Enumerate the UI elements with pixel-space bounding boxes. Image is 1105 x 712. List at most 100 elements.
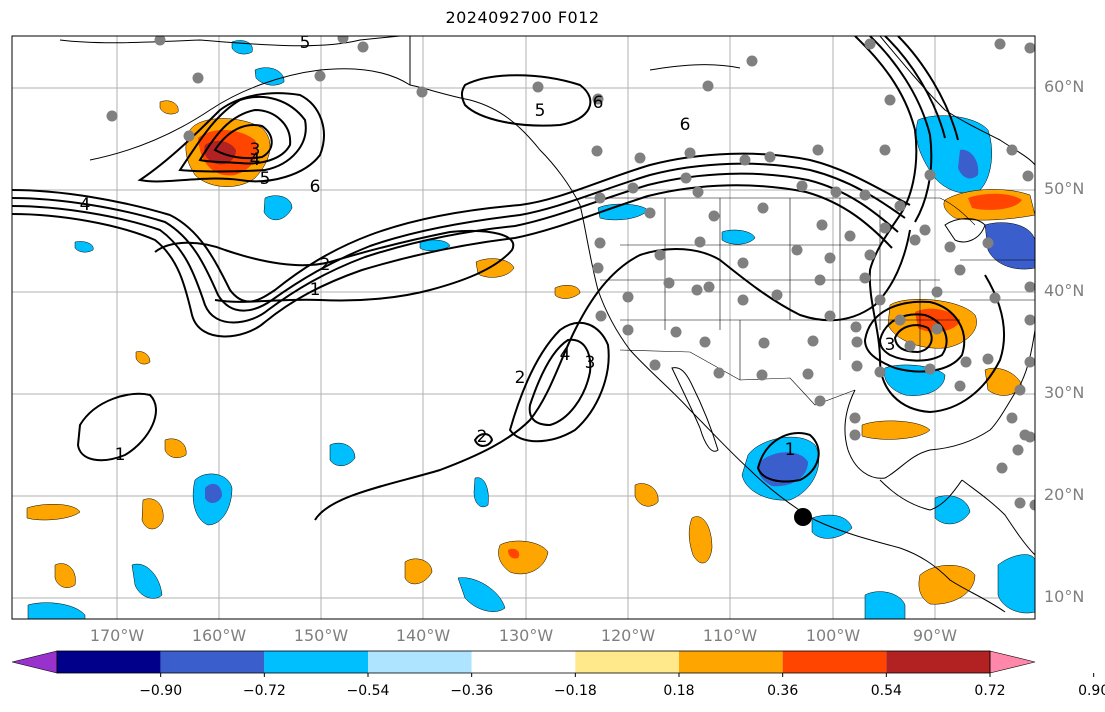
station-dot	[884, 94, 896, 106]
station-dot	[864, 38, 876, 50]
station-dot	[824, 310, 836, 322]
station-dot	[1006, 412, 1018, 424]
station-dot	[851, 336, 863, 348]
station-dot	[996, 462, 1008, 474]
contour-line	[137, 92, 325, 183]
station-dot	[702, 80, 714, 92]
contour-line	[76, 392, 157, 462]
anomaly-positive-blob	[404, 558, 433, 585]
anomaly-negative-blob	[811, 514, 853, 539]
colorbar-tick-label: 0.90	[1078, 683, 1105, 699]
station-dot	[737, 294, 749, 306]
anomaly-negative-blob	[934, 495, 971, 525]
station-dot	[1006, 144, 1018, 156]
station-dot	[982, 237, 994, 249]
colorbar-tick-label: −0.54	[346, 683, 390, 699]
anomaly-positive-blob	[918, 565, 976, 605]
station-dot	[592, 93, 604, 105]
station-dot	[771, 289, 783, 301]
station-dot	[954, 264, 966, 276]
longitude-label: 130°W	[498, 626, 554, 645]
contour-label: 3	[585, 353, 596, 373]
contour-line	[198, 108, 292, 165]
location-marker	[794, 508, 812, 526]
station-dot	[183, 130, 195, 142]
anomaly-positive-blob	[688, 516, 713, 564]
station-dot	[106, 110, 118, 122]
station-dot	[830, 186, 842, 198]
station-dot	[1024, 314, 1035, 326]
station-dot	[894, 314, 906, 326]
contour-line	[178, 95, 307, 173]
anomaly-negative-blob	[27, 602, 86, 619]
anomaly-negative-blob	[721, 229, 756, 245]
anomaly-positive-blob	[135, 351, 151, 365]
contour-line	[461, 74, 592, 127]
anomaly-negative-blob	[997, 554, 1035, 614]
anomaly-negative-blob	[758, 452, 808, 487]
contour-label: 5	[535, 101, 546, 121]
anomaly-positive-blob	[141, 498, 164, 530]
station-dot	[594, 237, 606, 249]
contour-line	[854, 36, 1006, 414]
station-dot	[532, 81, 544, 93]
station-dot	[692, 186, 704, 198]
station-dot	[859, 272, 871, 284]
colorbar-tick-label: 0.18	[663, 683, 695, 699]
station-dot	[595, 310, 607, 322]
station-dot	[1014, 384, 1026, 396]
map-frame	[11, 35, 1036, 620]
station-dot	[879, 222, 891, 234]
anomaly-negative-blob	[74, 241, 94, 253]
station-dot	[1024, 42, 1035, 54]
station-dot	[824, 252, 836, 264]
colorbar-tick-label: −0.18	[553, 683, 597, 699]
colorbar	[11, 650, 1095, 677]
contour-label: 3	[885, 335, 896, 355]
anomaly-positive-blob	[554, 285, 581, 299]
anomaly-positive-blob	[968, 193, 1022, 210]
anomaly-positive-blob	[54, 563, 76, 588]
anomaly-negative-blob	[263, 195, 293, 220]
station-dot	[591, 145, 603, 157]
station-dot	[816, 219, 828, 231]
contour-label: 1	[785, 440, 796, 460]
contour-line	[473, 433, 494, 447]
station-dot	[670, 326, 682, 338]
station-dot	[802, 368, 814, 380]
anomaly-positive-blob	[26, 504, 81, 521]
longitude-label: 140°W	[395, 626, 451, 645]
latitude-label: 50°N	[1044, 179, 1085, 198]
station-dot	[684, 147, 696, 159]
colorbar-segment	[160, 651, 265, 673]
contour-line	[878, 313, 948, 362]
station-dot	[850, 321, 862, 333]
station-dot	[622, 291, 634, 303]
anomaly-positive-blob	[498, 540, 549, 575]
longitude-label: 120°W	[600, 626, 656, 645]
station-dot	[746, 55, 758, 67]
station-dot	[758, 337, 770, 349]
station-dot	[812, 144, 824, 156]
contour-label: 6	[310, 177, 321, 197]
map-title: 2024092700 F012	[445, 8, 600, 27]
anomaly-negative-blob	[457, 577, 506, 612]
colorbar-segment	[575, 651, 679, 673]
coastline-alaska-north	[59, 36, 401, 47]
anomaly-positive-blob	[475, 258, 515, 278]
colorbar-segment	[471, 651, 576, 673]
anomaly-negative-blob	[131, 563, 163, 599]
contour-label: 2	[477, 427, 488, 447]
station-dot	[1024, 431, 1035, 443]
anomaly-negative-blob	[329, 442, 356, 466]
longitude-label: 110°W	[702, 626, 758, 645]
station-dot	[894, 200, 906, 212]
station-dot	[849, 429, 861, 441]
anomaly-positive-blob	[508, 548, 520, 559]
colorbar-segment	[57, 651, 161, 673]
anomaly-negative-blob	[984, 222, 1035, 270]
contour-line	[12, 184, 893, 338]
anomaly-positive-blob	[164, 438, 187, 458]
contour-label: 1	[310, 280, 321, 300]
